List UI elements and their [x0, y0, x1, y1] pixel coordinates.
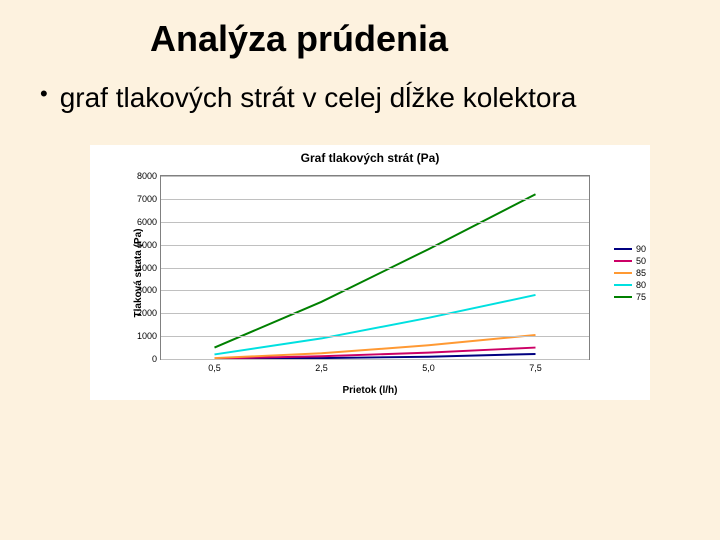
- legend-label: 75: [636, 292, 646, 302]
- ytick-label: 6000: [137, 217, 161, 227]
- gridline: [161, 290, 589, 291]
- gridline: [161, 359, 589, 360]
- series-line: [215, 295, 536, 354]
- legend-swatch: [614, 272, 632, 274]
- slide: Analýza prúdenia • graf tlakových strát …: [0, 0, 720, 540]
- legend-label: 85: [636, 268, 646, 278]
- plot-area: 0100020003000400050006000700080000,52,55…: [160, 175, 590, 360]
- legend-label: 90: [636, 244, 646, 254]
- legend-swatch: [614, 248, 632, 250]
- gridline: [161, 176, 589, 177]
- ytick-label: 5000: [137, 240, 161, 250]
- legend-swatch: [614, 284, 632, 286]
- legend-item: 90: [614, 244, 646, 254]
- bullet-item: • graf tlakových strát v celej dĺžke kol…: [40, 80, 680, 115]
- gridline: [161, 313, 589, 314]
- legend-swatch: [614, 260, 632, 262]
- gridline: [161, 268, 589, 269]
- ytick-label: 3000: [137, 285, 161, 295]
- legend-item: 50: [614, 256, 646, 266]
- xtick-label: 7,5: [529, 359, 542, 373]
- legend-label: 80: [636, 280, 646, 290]
- ytick-label: 4000: [137, 263, 161, 273]
- legend-item: 75: [614, 292, 646, 302]
- ytick-label: 0: [152, 354, 161, 364]
- series-line: [215, 194, 536, 347]
- legend-label: 50: [636, 256, 646, 266]
- bullet-text: graf tlakových strát v celej dĺžke kolek…: [60, 80, 577, 115]
- chart-title: Graf tlakových strát (Pa): [90, 145, 650, 165]
- gridline: [161, 336, 589, 337]
- ytick-label: 7000: [137, 194, 161, 204]
- chart-xlabel: Prietok (l/h): [342, 385, 397, 396]
- chart: Graf tlakových strát (Pa) Tlaková strata…: [90, 145, 650, 400]
- ytick-label: 1000: [137, 331, 161, 341]
- gridline: [161, 245, 589, 246]
- legend-item: 85: [614, 268, 646, 278]
- gridline: [161, 199, 589, 200]
- gridline: [161, 222, 589, 223]
- ytick-label: 8000: [137, 171, 161, 181]
- slide-title: Analýza prúdenia: [150, 18, 680, 60]
- xtick-label: 2,5: [315, 359, 328, 373]
- bullet-dot: •: [40, 80, 48, 109]
- legend-swatch: [614, 296, 632, 298]
- ytick-label: 2000: [137, 308, 161, 318]
- legend-item: 80: [614, 280, 646, 290]
- xtick-label: 0,5: [208, 359, 221, 373]
- xtick-label: 5,0: [422, 359, 435, 373]
- legend: 90 50 85 80 75: [614, 242, 646, 304]
